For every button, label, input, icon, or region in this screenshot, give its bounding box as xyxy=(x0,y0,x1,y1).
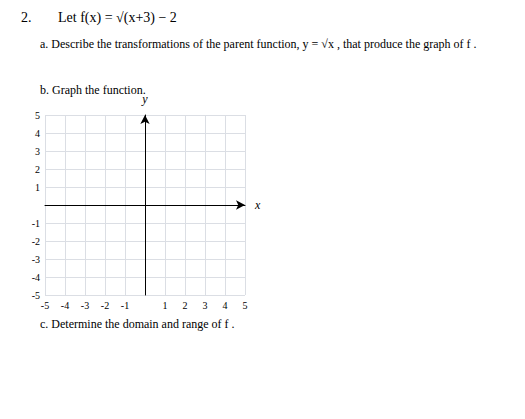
svg-text:5: 5 xyxy=(243,300,248,311)
svg-text:Let f(x) = √(x+3) − 2: Let f(x) = √(x+3) − 2 xyxy=(58,10,177,26)
svg-text:-5: -5 xyxy=(32,290,40,301)
svg-text:c. Determine the domain and ra: c. Determine the domain and range of f . xyxy=(40,317,235,331)
svg-text:1: 1 xyxy=(35,182,40,193)
svg-text:-5: -5 xyxy=(41,300,49,311)
svg-text:y: y xyxy=(141,92,148,106)
svg-text:b. Graph the function.: b. Graph the function. xyxy=(40,83,146,97)
svg-text:x: x xyxy=(254,198,261,212)
svg-text:a. Describe the transformation: a. Describe the transformations of the p… xyxy=(40,37,477,51)
svg-text:5: 5 xyxy=(35,110,40,121)
svg-text:4: 4 xyxy=(223,300,228,311)
svg-text:-3: -3 xyxy=(81,300,89,311)
svg-text:-4: -4 xyxy=(32,272,40,283)
svg-text:-2: -2 xyxy=(32,236,40,247)
svg-text:2.: 2. xyxy=(21,10,32,25)
svg-text:-4: -4 xyxy=(61,300,69,311)
svg-text:3: 3 xyxy=(203,300,208,311)
svg-text:4: 4 xyxy=(35,128,40,139)
svg-text:2: 2 xyxy=(183,300,188,311)
svg-text:1: 1 xyxy=(163,300,168,311)
svg-text:-2: -2 xyxy=(101,300,109,311)
svg-text:-3: -3 xyxy=(32,254,40,265)
svg-text:-1: -1 xyxy=(121,300,129,311)
svg-text:3: 3 xyxy=(35,146,40,157)
svg-text:-1: -1 xyxy=(32,218,40,229)
svg-text:2: 2 xyxy=(35,164,40,175)
